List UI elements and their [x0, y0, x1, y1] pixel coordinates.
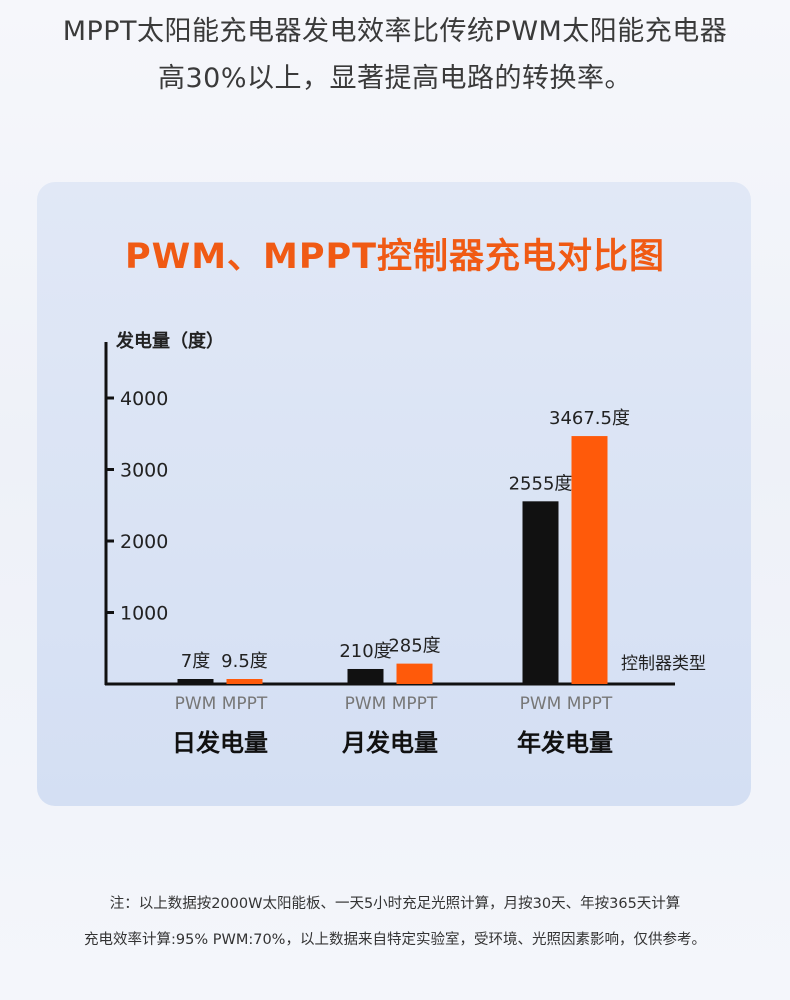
y-tick-label: 2000 — [120, 531, 168, 553]
headline-line-1: MPPT太阳能充电器发电效率比传统PWM太阳能充电器 — [62, 16, 728, 47]
data-label: 210度 — [339, 641, 391, 662]
bar-mppt — [571, 436, 608, 684]
bar-pwm — [177, 679, 214, 684]
y-tick-label: 4000 — [120, 388, 168, 410]
y-axis-label: 发电量（度） — [115, 330, 224, 352]
series-label-mppt: MPPT — [222, 694, 268, 714]
data-label: 7度 — [181, 651, 210, 672]
series-label-mppt: MPPT — [392, 694, 438, 714]
chart-card — [37, 182, 751, 806]
data-label: 285度 — [388, 636, 440, 657]
headline: MPPT太阳能充电器发电效率比传统PWM太阳能充电器 高30%以上，显著提高电路… — [0, 8, 790, 102]
data-label: 3467.5度 — [549, 408, 630, 429]
category-label: 月发电量 — [341, 729, 438, 757]
data-label: 2555度 — [509, 473, 573, 494]
bar-mppt — [396, 663, 433, 684]
series-label-pwm: PWM — [175, 694, 217, 714]
series-label-mppt: MPPT — [567, 694, 613, 714]
category-label: 年发电量 — [517, 729, 613, 757]
chart-title: PWM、MPPT控制器充电对比图 — [124, 237, 666, 277]
data-label: 9.5度 — [221, 651, 268, 672]
footnote-line-1: 注：以上数据按2000W太阳能板、一天5小时充足光照计算，月按30天、年按365… — [109, 896, 681, 912]
y-tick-label: 1000 — [120, 603, 168, 625]
series-label-pwm: PWM — [520, 694, 562, 714]
series-label-pwm: PWM — [345, 694, 387, 714]
footnote-line-2: 充电效率计算:95% PWM:70%，以上数据来自特定实验室，受环境、光照因素影… — [84, 932, 706, 948]
bar-pwm — [522, 501, 559, 684]
headline-line-2: 高30%以上，显著提高电路的转换率。 — [157, 63, 632, 94]
x-axis-label: 控制器类型 — [621, 654, 706, 674]
bar-pwm — [347, 668, 384, 684]
bar-mppt — [226, 679, 263, 684]
y-tick-label: 3000 — [120, 460, 168, 482]
category-label: 日发电量 — [172, 729, 268, 757]
